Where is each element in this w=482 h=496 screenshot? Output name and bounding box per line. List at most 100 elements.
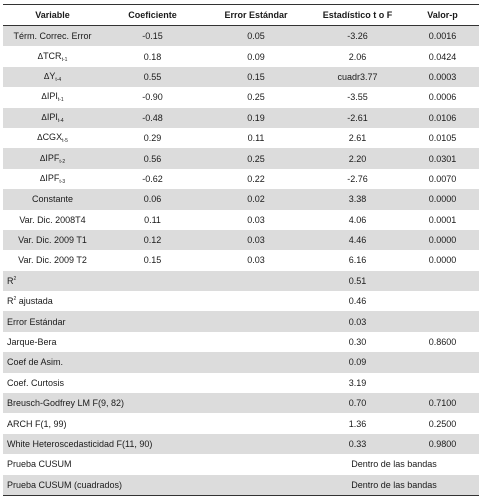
statistic-label: Coef de Asim.: [7, 357, 64, 368]
table-row: Var. Dic. 2008T4 0.11 0.03 4.06 0.0001: [3, 209, 479, 230]
statistic-label: Breusch-Godfrey LM F(9, 82): [7, 398, 125, 409]
valor-p-cell: 0.0106: [406, 107, 479, 128]
error-estandar-cell: 0.19: [203, 107, 309, 128]
error-estandar-cell: 0.11: [203, 127, 309, 149]
statistic-label-cell: Error Estándar: [3, 311, 309, 332]
variable-lag: t-4: [55, 76, 62, 83]
variable-lag: t-1: [57, 97, 64, 104]
valor-p-cell: 0.0000: [406, 229, 479, 251]
variable-cell: ΔCGXt-5: [3, 127, 102, 149]
table-row: R2 ajustada 0.46: [3, 291, 479, 312]
statistic-label: Coef. Curtosis: [7, 377, 65, 388]
coeficiente-cell: 0.06: [102, 189, 203, 210]
cusum-label-cell: Prueba CUSUM (cuadrados): [3, 474, 309, 496]
variable-name: IPF: [45, 152, 60, 163]
variable-lag: t-2: [59, 158, 66, 165]
table-row: Constante 0.06 0.02 3.38 0.0000: [3, 189, 479, 210]
variable-lag: t-3: [59, 178, 66, 185]
variable-name: CGX: [42, 132, 63, 143]
table-row: R2 0.51: [3, 270, 479, 292]
error-estandar-cell: 0.22: [203, 168, 309, 190]
statistic-label-cell: Coef de Asim.: [3, 352, 309, 373]
error-estandar-cell: 0.03: [203, 209, 309, 230]
coeficiente-cell: 0.12: [102, 229, 203, 251]
table-row: Coef. Curtosis 3.19: [3, 372, 479, 394]
table-row: Térm. Correc. Error -0.15 0.05 -3.26 0.0016: [3, 25, 479, 47]
error-estandar-cell: 0.05: [203, 25, 309, 47]
valor-p-cell: [406, 291, 479, 312]
coeficiente-cell: 0.18: [102, 46, 203, 67]
variable-cell: Térm. Correc. Error: [3, 25, 102, 47]
valor-p-cell: 0.0003: [406, 66, 479, 88]
header-valor-p: Valor-p: [406, 4, 479, 26]
regression-results-table: Variable Coeficiente Error Estándar Esta…: [3, 4, 479, 496]
estadistico-cell: 0.09: [309, 352, 406, 373]
cusum-label-cell: Prueba CUSUM: [3, 454, 309, 475]
coeficiente-cell: -0.15: [102, 25, 203, 47]
delta-symbol: Δ: [41, 112, 47, 122]
table-row: ARCH F(1, 99) 1.36 0.2500: [3, 413, 479, 434]
statistic-label-cell: White Heteroscedasticidad F(11, 90): [3, 433, 309, 455]
variable-name: Y: [49, 70, 56, 81]
variable-cell: Constante: [3, 189, 102, 210]
table-row: Var. Dic. 2009 T1 0.12 0.03 4.46 0.0000: [3, 229, 479, 251]
coeficiente-cell: 0.55: [102, 66, 203, 88]
table-row: ΔIPFt-3 -0.62 0.22 -2.76 0.0070: [3, 168, 479, 190]
coeficiente-cell: 0.56: [102, 148, 203, 169]
estadistico-cell: 2.61: [309, 127, 406, 149]
delta-symbol: Δ: [37, 51, 44, 61]
variable-cell: ΔIPFt-3: [3, 168, 102, 190]
estadistico-cell: -3.26: [309, 25, 406, 47]
statistic-label-rest: ajustada: [16, 296, 53, 307]
error-estandar-cell: 0.25: [203, 87, 309, 108]
delta-symbol: Δ: [37, 133, 43, 143]
valor-p-cell: [406, 352, 479, 373]
header-variable: Variable: [3, 4, 102, 26]
variable-lag: t-5: [62, 138, 68, 145]
variable-cell: Var. Dic. 2009 T1: [3, 229, 102, 251]
table-row: ΔCGXt-5 0.29 0.11 2.61 0.0105: [3, 127, 479, 149]
estadistico-cell: -2.61: [309, 107, 406, 128]
estadistico-cell: 1.36: [309, 413, 406, 434]
table-row: Jarque-Bera 0.30 0.8600: [3, 331, 479, 353]
estadistico-cell: 6.16: [309, 250, 406, 271]
estadistico-cell: 0.70: [309, 393, 406, 414]
statistic-label: Error Estándar: [7, 316, 66, 327]
statistic-label-cell: Coef. Curtosis: [3, 372, 309, 394]
error-estandar-cell: 0.15: [203, 66, 309, 88]
variable-cell: ΔTCRt-1: [3, 46, 102, 67]
valor-p-cell: 0.0301: [406, 148, 479, 169]
valor-p-cell: 0.8600: [406, 331, 479, 353]
table-row: Prueba CUSUM Dentro de las bandas: [3, 454, 479, 475]
header-estadistico: Estadístico t o F: [309, 4, 406, 26]
statistic-label: R: [7, 296, 14, 307]
cusum-result-cell: Dentro de las bandas: [309, 454, 479, 475]
estadistico-cell: 4.46: [309, 229, 406, 251]
statistic-label-cell: R2: [3, 270, 309, 292]
header-error-estandar: Error Estándar: [203, 4, 309, 26]
valor-p-cell: [406, 372, 479, 394]
valor-p-cell: [406, 270, 479, 292]
table-row: ΔYt-4 0.55 0.15 cuadr3.77 0.0003: [3, 66, 479, 88]
table-row: White Heteroscedasticidad F(11, 90) 0.33 0…: [3, 433, 479, 455]
estadistico-cell: -3.55: [309, 87, 406, 108]
table-row: ΔIPFt-2 0.56 0.25 2.20 0.0301: [3, 148, 479, 169]
coeficiente-cell: -0.48: [102, 107, 203, 128]
header-row: Variable Coeficiente Error Estándar Esta…: [3, 4, 479, 26]
coeficiente-cell: 0.29: [102, 127, 203, 149]
error-estandar-cell: 0.02: [203, 189, 309, 210]
valor-p-cell: 0.7100: [406, 393, 479, 414]
variable-cell: Var. Dic. 2008T4: [3, 209, 102, 230]
estadistico-cell: 3.38: [309, 189, 406, 210]
variable-cell: ΔIPIt-4: [3, 107, 102, 128]
delta-symbol: Δ: [43, 71, 50, 81]
variable-name: IPI: [46, 91, 58, 102]
estadistico-cell: 0.51: [309, 270, 406, 292]
delta-symbol: Δ: [41, 92, 47, 102]
table-row: Prueba CUSUM (cuadrados) Dentro de las ba…: [3, 474, 479, 496]
variable-cell: ΔIPFt-2: [3, 148, 102, 169]
valor-p-cell: 0.0070: [406, 168, 479, 190]
table-row: Var. Dic. 2009 T2 0.15 0.03 6.16 0.0000: [3, 250, 479, 271]
cusum-result-cell: Dentro de las bandas: [309, 474, 479, 496]
statistic-label: White Heteroscedasticidad F(11, 90): [7, 439, 153, 449]
